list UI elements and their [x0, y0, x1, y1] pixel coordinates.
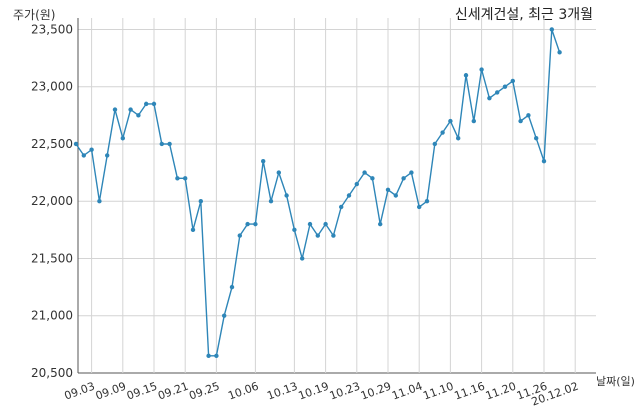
data-point [502, 84, 508, 89]
y-tick-label: 21,000 [31, 309, 73, 323]
data-point [424, 199, 430, 204]
data-point [510, 78, 515, 84]
data-point [393, 193, 398, 198]
x-axis-label: 날짜(일) [596, 375, 635, 388]
x-tick-label: 09.25 [187, 380, 221, 403]
y-tick-label: 23,500 [31, 22, 73, 36]
y-tick-label: 23,000 [31, 80, 73, 94]
data-point [456, 136, 461, 141]
data-point [339, 204, 344, 210]
data-point [237, 233, 242, 238]
data-point [518, 118, 523, 124]
data-point [190, 227, 196, 233]
data-point [128, 107, 133, 112]
price-line [75, 29, 561, 357]
data-point [112, 107, 118, 112]
data-point [120, 136, 126, 141]
data-point [276, 170, 281, 175]
data-point [151, 101, 157, 107]
x-tick-label: 11.04 [390, 380, 424, 403]
y-tick-labels: 20,500 21,000 21,500 22,000 22,500 23,000 23,5… [31, 22, 73, 380]
data-point [487, 95, 492, 101]
data-point [463, 73, 469, 78]
y-tick-label: 21,500 [31, 251, 73, 265]
data-point [73, 141, 79, 147]
data-point [229, 284, 235, 290]
data-point [409, 170, 414, 175]
data-point [526, 113, 531, 118]
x-tick-label: 10.23 [328, 380, 362, 403]
x-tick-label: 11.10 [421, 380, 455, 403]
y-tick-label: 22,500 [31, 137, 73, 151]
data-point [378, 221, 383, 227]
data-point [292, 227, 297, 233]
y-tick-label: 20,500 [31, 366, 73, 380]
data-point [448, 118, 453, 124]
data-point [534, 136, 539, 141]
y-tick-label: 22,000 [31, 194, 73, 208]
data-point [401, 176, 406, 181]
data-point [144, 101, 149, 107]
data-point [159, 141, 164, 147]
x-tick-label: 09.09 [94, 380, 128, 403]
data-point [81, 153, 87, 158]
data-point [432, 141, 437, 147]
data-point [541, 158, 547, 164]
data-point [385, 187, 391, 192]
data-point [331, 233, 336, 238]
data-point [268, 199, 274, 204]
chart-title: 신세계건설, 최근 3개월 [454, 7, 593, 23]
y-axis-label: 주가(원) [13, 8, 56, 22]
data-point [307, 221, 313, 227]
x-tick-label: 10.13 [265, 380, 299, 403]
data-point [198, 199, 203, 204]
x-tick-label: 10.19 [297, 380, 331, 403]
data-point [346, 193, 352, 198]
data-point [440, 130, 445, 135]
data-point [315, 233, 320, 238]
x-tick-label: 09.03 [63, 380, 97, 403]
data-point [471, 118, 476, 124]
x-tick-label: 11.20 [484, 380, 518, 403]
data-point [261, 158, 266, 164]
x-tick-label: 09.21 [156, 380, 190, 403]
data-point [206, 353, 211, 359]
data-point [323, 221, 328, 227]
data-point [417, 204, 422, 210]
series-points [73, 27, 562, 359]
data-point [557, 50, 562, 55]
grid [77, 18, 596, 374]
data-point [222, 313, 227, 318]
data-point [479, 67, 484, 72]
data-point [167, 141, 172, 147]
data-point [214, 353, 219, 359]
x-tick-label: 10.06 [226, 380, 260, 403]
data-point [549, 27, 554, 32]
data-point [284, 193, 289, 198]
data-point [362, 170, 367, 175]
data-point [105, 153, 110, 158]
data-point [495, 90, 500, 95]
series-line-layer [75, 29, 561, 357]
x-tick-label: 09.15 [125, 380, 159, 403]
x-tick-label: 11.16 [453, 380, 487, 403]
x-tick-label: 10.29 [359, 380, 393, 403]
data-point [89, 147, 94, 152]
data-point [370, 176, 375, 181]
data-point [300, 256, 305, 261]
data-point [97, 199, 102, 204]
data-point [175, 176, 180, 181]
data-point [183, 176, 188, 181]
data-point [354, 181, 359, 187]
data-point [136, 113, 141, 118]
data-point [253, 221, 258, 227]
data-point [245, 221, 250, 227]
